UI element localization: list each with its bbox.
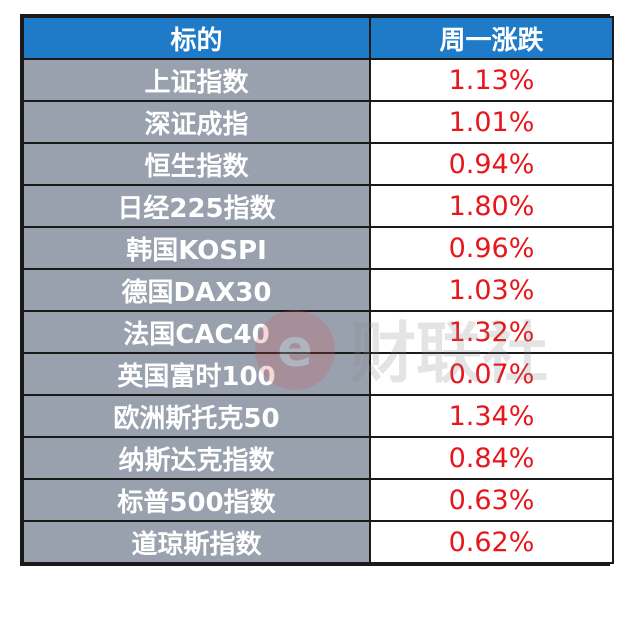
table-row: 深证成指 1.01% [22, 100, 614, 144]
table-row: 上证指数 1.13% [22, 58, 614, 102]
index-name: 日经225指数 [22, 184, 371, 228]
index-name: 恒生指数 [22, 142, 371, 186]
change-value: 0.84% [369, 436, 614, 480]
index-name: 标普500指数 [22, 478, 371, 522]
change-value: 0.07% [369, 352, 614, 396]
change-value: 1.34% [369, 394, 614, 438]
change-value: 1.80% [369, 184, 614, 228]
change-value: 0.63% [369, 478, 614, 522]
table-row: 法国CAC40 1.32% [22, 310, 614, 354]
index-name: 法国CAC40 [22, 310, 371, 354]
change-value: 1.01% [369, 100, 614, 144]
index-name: 道琼斯指数 [22, 520, 371, 564]
table-row: 恒生指数 0.94% [22, 142, 614, 186]
data-table: 标的 周一涨跌 上证指数 1.13% 深证成指 1.01% 恒生指数 0.94%… [22, 16, 614, 564]
index-name: 纳斯达克指数 [22, 436, 371, 480]
table-row: 韩国KOSPI 0.96% [22, 226, 614, 270]
index-name: 韩国KOSPI [22, 226, 371, 270]
index-name: 上证指数 [22, 58, 371, 102]
change-value: 0.96% [369, 226, 614, 270]
change-value: 0.94% [369, 142, 614, 186]
index-name: 德国DAX30 [22, 268, 371, 312]
change-value: 1.03% [369, 268, 614, 312]
table-row: 道琼斯指数 0.62% [22, 520, 614, 564]
header-index-name: 标的 [22, 16, 371, 60]
table-row: 英国富时100 0.07% [22, 352, 614, 396]
change-value: 1.32% [369, 310, 614, 354]
table-row: 纳斯达克指数 0.84% [22, 436, 614, 480]
header-monday-change: 周一涨跌 [369, 16, 614, 60]
change-value: 1.13% [369, 58, 614, 102]
index-name: 深证成指 [22, 100, 371, 144]
index-name: 英国富时100 [22, 352, 371, 396]
change-value: 0.62% [369, 520, 614, 564]
table-row: 标普500指数 0.63% [22, 478, 614, 522]
index-change-table: 标的 周一涨跌 上证指数 1.13% 深证成指 1.01% 恒生指数 0.94%… [20, 14, 614, 566]
table-row: 日经225指数 1.80% [22, 184, 614, 228]
index-name: 欧洲斯托克50 [22, 394, 371, 438]
header-row: 标的 周一涨跌 [22, 16, 614, 60]
table-row: 欧洲斯托克50 1.34% [22, 394, 614, 438]
table-row: 德国DAX30 1.03% [22, 268, 614, 312]
